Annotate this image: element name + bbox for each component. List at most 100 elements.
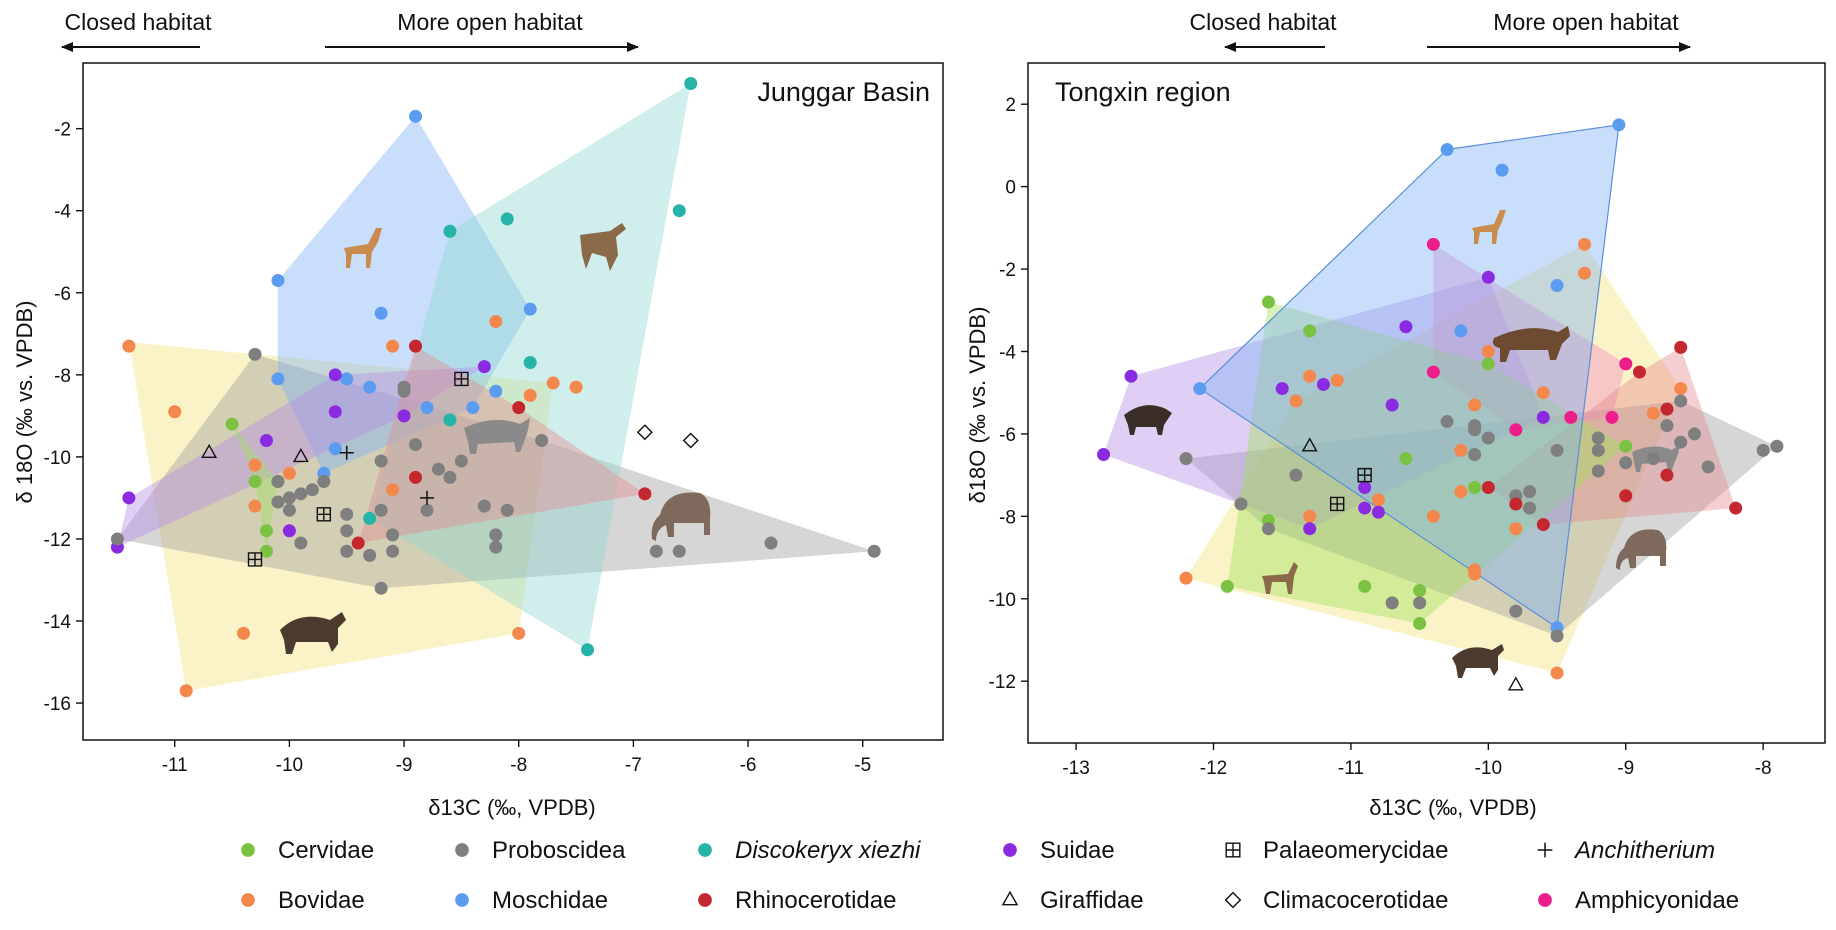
point-cervidae [1468,480,1482,494]
point-proboscidea [867,544,881,558]
legend-marker-climaco [1224,891,1242,909]
point-suidae [1316,377,1330,391]
point-suidae [1124,369,1138,383]
legend-label: Bovidae [278,887,365,914]
point-bovidae [1426,509,1440,523]
point-rhino [409,470,423,484]
point-suidae [1371,505,1385,519]
point-proboscidea [1550,443,1564,457]
legend-label: Proboscidea [492,837,626,864]
point-moschidae [328,442,342,456]
legend-marker-proboscidea [455,843,469,857]
point-giraffidae [1507,676,1524,691]
point-proboscidea [500,503,514,517]
legend-label: Suidae [1040,837,1115,864]
point-discokeryx [363,511,377,525]
x-axis-label: δ13C (‰, VPDB) [428,795,596,820]
point-proboscidea [1674,394,1688,408]
hull-suidae [1103,277,1544,529]
legend-marker-rhino [698,893,712,907]
point-suidae [477,360,491,374]
point-discokeryx [443,413,457,427]
point-cervidae [1399,452,1413,466]
point-suidae [1358,501,1372,515]
x-tick-label: -5 [854,755,871,776]
y-tick-label: -12 [989,672,1016,693]
hull-rhino [358,346,645,544]
point-proboscidea [340,524,354,538]
point-rhino [409,339,423,353]
point-discokeryx [581,643,595,657]
point-suidae [1481,270,1495,284]
marks-layer [110,77,881,698]
y-tick-label: -4 [54,202,71,223]
point-amphicyon [1426,237,1440,251]
legend-item-anchitherium: Anchitherium [1537,837,1715,864]
legend-item-climaco: Climacocerotidae [1224,887,1448,914]
point-proboscidea [535,433,549,447]
point-suidae [328,405,342,419]
tick-layer: -11 -10 -9 -8 -7 -6 -5 -16 -14 -12 -10 -8 -6 -4 -2 [44,120,872,776]
point-discokeryx [684,77,698,91]
point-bovidae [1674,382,1688,396]
plot-frame [1027,62,1826,744]
habitat-open-label: More open habitat [1493,9,1679,35]
point-proboscidea [1468,448,1482,462]
point-bovidae [1646,406,1660,420]
legend-label: Discokeryx xiezhi [735,837,921,864]
point-amphicyon [1605,410,1619,424]
discokeryx-silhouette-icon [580,223,626,271]
point-rhino [1632,365,1646,379]
rhino-silhouette-icon [464,418,530,454]
x-tick-label: -10 [276,755,303,776]
point-moschidae [1550,279,1564,293]
point-suidae [1275,382,1289,396]
legend-item-giraffidae: Giraffidae [1001,887,1144,914]
point-proboscidea [1413,596,1427,610]
point-bovidae [237,626,251,640]
point-proboscidea [489,540,503,554]
legend-marker-amphicyon [1538,893,1552,907]
point-proboscidea [1591,431,1605,445]
point-bovidae [1289,394,1303,408]
panel-junggar: Closed habitat More open habitat Junggar [12,9,944,820]
deer-silhouette-icon [344,228,382,268]
point-rhino [1619,489,1633,503]
deer-silhouette-icon [1262,562,1298,594]
point-proboscidea [363,548,377,562]
point-moschidae [1193,382,1207,396]
point-proboscidea [649,544,663,558]
point-suidae [397,409,411,423]
point-bovidae [1179,571,1193,585]
point-cervidae [1481,357,1495,371]
point-proboscidea [340,544,354,558]
legend-marker-suidae [1003,843,1017,857]
point-proboscidea [1687,427,1701,441]
point-discokeryx [523,356,537,370]
point-proboscidea [409,438,423,452]
point-proboscidea [282,491,296,505]
point-amphicyon [1426,365,1440,379]
point-climaco [636,424,653,441]
point-proboscidea [1261,522,1275,536]
legend-marker-anchitherium [1537,842,1553,858]
buffalo-silhouette-icon [1452,644,1504,678]
legend-item-palaeo: Palaeomerycidae [1225,837,1448,864]
x-tick-label: -8 [1755,758,1772,779]
x-tick-label: -6 [740,755,757,776]
y-tick-label: -10 [44,448,71,469]
point-bovidae [282,466,296,480]
point-bovidae [386,339,400,353]
point-proboscidea [1646,452,1660,466]
point-bovidae [1468,567,1482,581]
point-proboscidea [454,454,468,468]
point-moschidae [340,372,354,386]
point-proboscidea [248,347,262,361]
point-bovidae [248,499,262,513]
habitat-open-label: More open habitat [397,9,583,35]
point-cervidae [1413,616,1427,630]
point-moschidae [1454,324,1468,338]
point-rhino [351,536,365,550]
point-proboscidea [1591,464,1605,478]
point-moschidae [374,306,388,320]
